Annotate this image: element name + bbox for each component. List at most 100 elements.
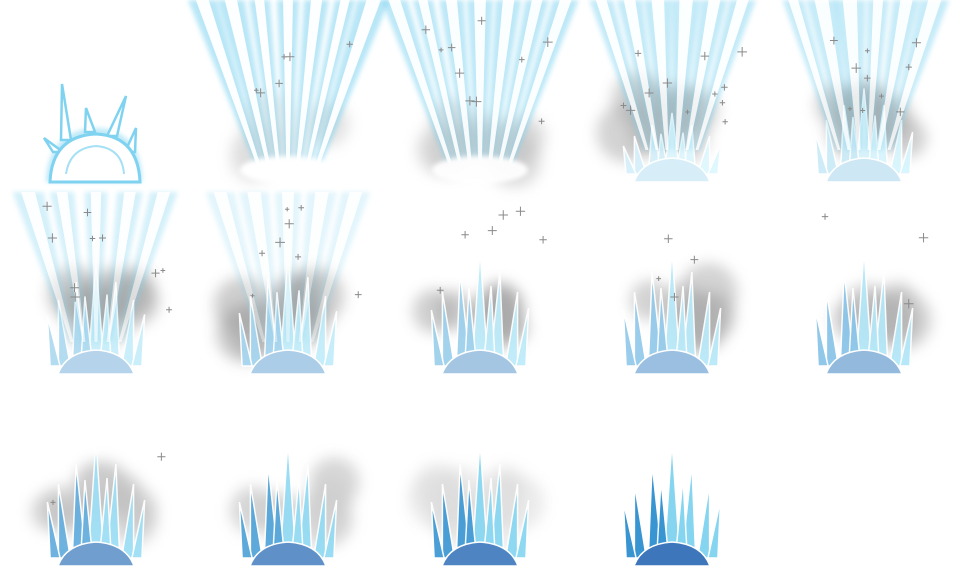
sparkle (847, 106, 853, 111)
frame-graphic (229, 441, 361, 567)
sparkle (821, 213, 829, 220)
sparkle (477, 16, 486, 25)
sparkle (538, 118, 545, 125)
impact-flash (432, 156, 528, 184)
sparkle (275, 237, 285, 248)
sparkle (644, 88, 654, 98)
sparkle (254, 87, 259, 93)
sparkle (737, 46, 748, 57)
ice-base (248, 349, 328, 375)
ice-spike (814, 309, 830, 367)
frame-graphic (188, 0, 390, 184)
ice-spike (814, 133, 830, 175)
ice-base (248, 541, 328, 567)
ice-spike (514, 499, 530, 559)
sparkle (860, 107, 866, 113)
ice-spike (706, 499, 722, 559)
sprite-frame-1 (0, 0, 192, 192)
ice-spike (46, 316, 62, 367)
sparkle (515, 206, 526, 216)
light-beams (12, 192, 178, 342)
ice-base (440, 349, 520, 375)
sparkle (275, 79, 283, 88)
sparkle (471, 96, 482, 107)
sparkle (498, 210, 508, 220)
sprite-frame-2 (188, 0, 390, 192)
ice-spike (322, 499, 338, 559)
sparkle (656, 276, 662, 281)
sparkle (896, 107, 905, 117)
ice-base (56, 541, 136, 567)
ice-spike (622, 309, 638, 367)
ice-spike (238, 501, 254, 559)
sparkle (285, 207, 290, 212)
ice-spike (322, 311, 338, 367)
ice-crystal-cluster (814, 88, 914, 183)
frame-graphic (408, 441, 545, 567)
ice-spike (430, 309, 446, 367)
sparkle (298, 204, 305, 211)
frame-graphic (622, 441, 722, 567)
sparkle (70, 292, 80, 302)
sparkle (89, 235, 96, 242)
sparkle (98, 234, 107, 242)
light-beam (239, 192, 279, 342)
sprite-frame-14 (576, 384, 768, 576)
sparkle (625, 105, 636, 115)
sprite-frame-9 (576, 192, 768, 384)
sparkle (620, 102, 627, 109)
ice-crystal-cluster (430, 249, 530, 375)
sparkle (70, 283, 79, 293)
sparkles (620, 46, 748, 125)
sparkle (903, 298, 914, 309)
light-beam (274, 192, 302, 342)
ice-crystal-cluster (814, 249, 914, 375)
frame-graphic (589, 0, 756, 183)
ice-base (824, 157, 904, 183)
ice-spike (130, 314, 146, 367)
ice-crystal-cluster (238, 441, 338, 567)
sprite-frame-10 (768, 192, 960, 384)
sparkle (151, 269, 160, 278)
sparkle (295, 253, 302, 260)
ice-spike (898, 131, 914, 175)
sparkle (518, 56, 525, 63)
frame-graphic (622, 234, 738, 375)
sparkles (254, 41, 353, 98)
ice-spike (46, 501, 62, 559)
light-beams (381, 0, 579, 184)
sparkle (285, 52, 295, 62)
frame-graphic (42, 83, 142, 184)
frame-graphic (12, 192, 178, 375)
sparkles (436, 206, 547, 294)
spike (59, 83, 73, 142)
frame-graphic (782, 0, 950, 183)
sparkle (918, 233, 929, 243)
sparkle (690, 255, 699, 264)
sprite-frame-4 (576, 0, 768, 192)
sparkle (465, 96, 475, 106)
ice-spike (696, 483, 711, 559)
sprite-frame-8 (384, 192, 576, 384)
sparkle (879, 93, 884, 99)
sparkle (447, 43, 456, 52)
sparkles (656, 234, 699, 302)
frame-graphic (30, 441, 166, 567)
ice-spike (238, 312, 254, 367)
sparkles (821, 213, 929, 309)
sparkle (685, 109, 690, 115)
sparkle (851, 63, 861, 73)
ice-spike (622, 145, 638, 175)
sparkle (259, 250, 266, 257)
spike (83, 107, 97, 134)
sparkle (42, 201, 52, 211)
sparkle (50, 499, 56, 505)
light-beams (188, 0, 390, 184)
ice-base (56, 349, 136, 375)
sparkle (256, 88, 266, 98)
ice-crystal-cluster (622, 112, 722, 183)
ice-spike (706, 144, 722, 175)
sparkle (865, 48, 870, 54)
sparkle (250, 293, 255, 298)
